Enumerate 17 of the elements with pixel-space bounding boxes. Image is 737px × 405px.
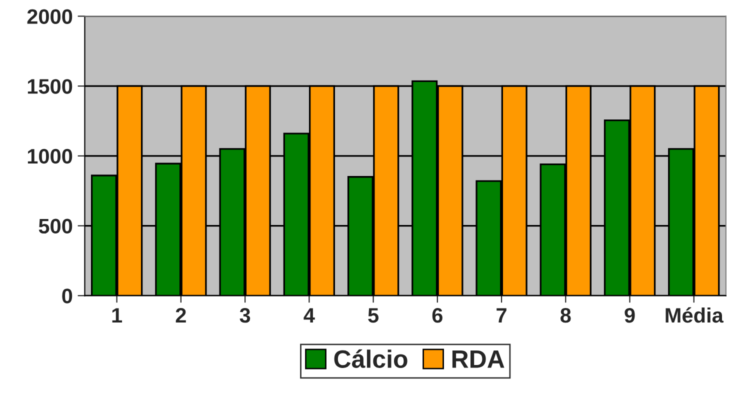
y-tick-label: 1000 <box>28 148 72 164</box>
x-tick-label: 4 <box>304 308 315 323</box>
x-tick-label: 3 <box>240 308 250 323</box>
x-tick-label: 8 <box>560 308 571 323</box>
legend-label: Cálcio <box>334 349 408 368</box>
x-tick-label: 6 <box>432 308 442 323</box>
x-tick-label: 5 <box>368 308 379 323</box>
x-tick-label: 9 <box>624 308 635 323</box>
x-tick-label: 7 <box>496 308 506 323</box>
x-tick-label: 1 <box>112 308 122 323</box>
x-tick-label: Média <box>666 307 724 323</box>
y-tick-label: 500 <box>38 218 72 234</box>
y-tick-label: 1500 <box>28 79 72 94</box>
y-tick-label: 0 <box>62 288 72 304</box>
x-tick-label: 2 <box>176 308 186 323</box>
legend-label: RDA <box>452 350 504 368</box>
y-tick-label: 2000 <box>27 9 72 24</box>
